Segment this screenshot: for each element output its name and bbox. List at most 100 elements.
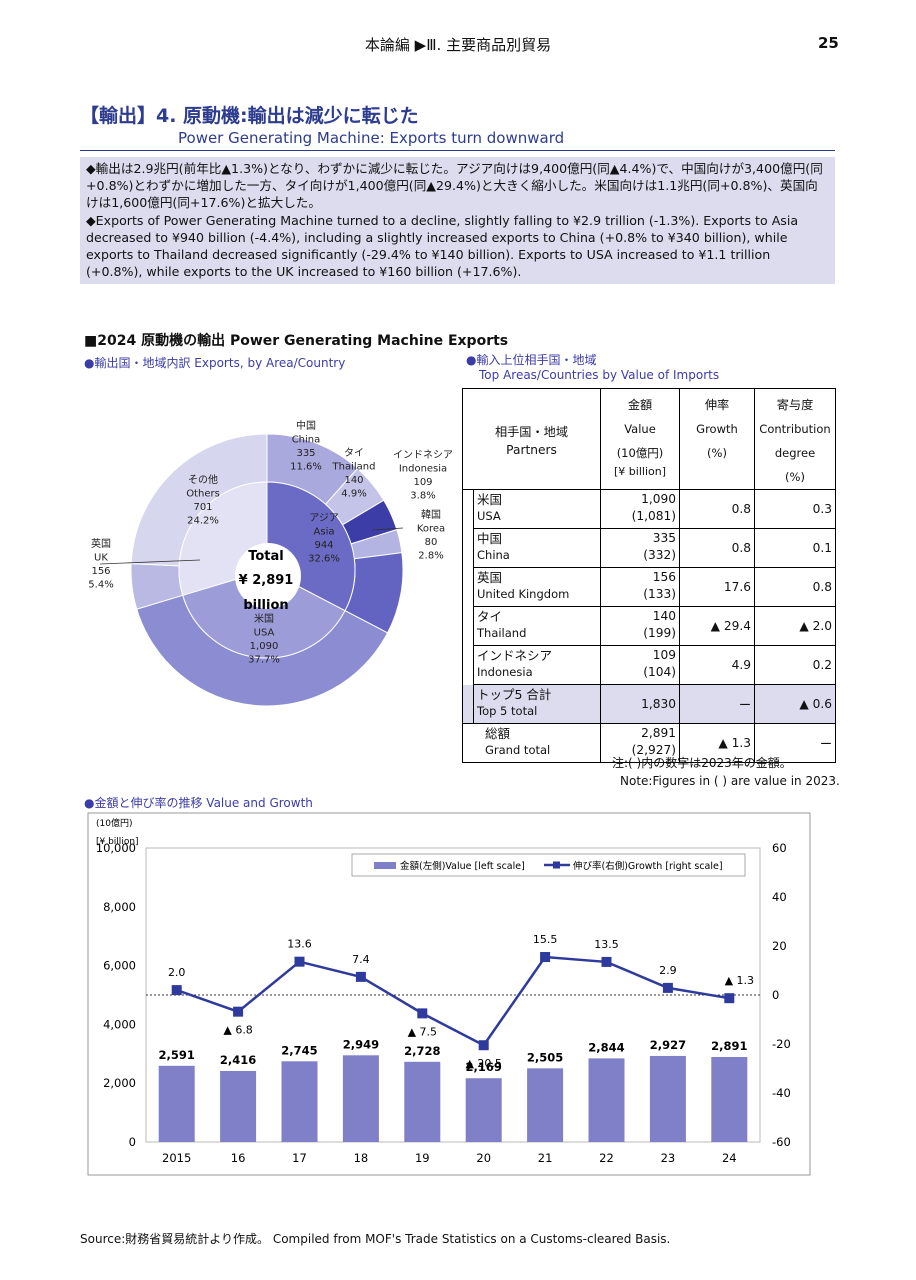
row-value-2024: 140 <box>652 609 676 623</box>
chart-label: ●金額と伸び率の推移 Value and Growth <box>84 796 313 810</box>
row-growth: 4.9 <box>679 645 755 685</box>
chart-frame <box>87 812 811 1176</box>
row-contrib: 0.2 <box>754 645 836 685</box>
row-value-2023: (199) <box>643 626 676 640</box>
yleft-tick-label: 6,000 <box>103 959 136 973</box>
row-contrib: ー <box>754 723 836 763</box>
header-partner-jp: 相手国・地域 <box>494 425 569 439</box>
growth-point <box>233 1006 244 1017</box>
pie-label-usa: 37.7% <box>248 655 280 666</box>
row-partner-jp: 中国 <box>477 531 503 546</box>
partners-table: 相手国・地域 Partners 金額 Value (10億円) [¥ billi… <box>462 388 836 763</box>
pie-label-indonesia: 3.8% <box>410 491 435 502</box>
pie-label-korea: Korea <box>417 524 445 535</box>
row-contrib: ▲ 0.6 <box>754 684 836 724</box>
header-contrib: 寄与度 Contribution degree (%) <box>754 388 836 490</box>
table-indent <box>462 528 474 568</box>
value-bar-label: 2,891 <box>711 1039 747 1053</box>
pie-center-label: Total <box>248 549 284 564</box>
row-value-2024: 109 <box>652 648 676 662</box>
pie-label-korea: 韓国 <box>421 509 441 521</box>
table-header-row: 相手国・地域 Partners 金額 Value (10億円) [¥ billi… <box>462 388 836 490</box>
pie-label-thailand: 140 <box>344 475 363 486</box>
pie-label-uk: 5.4% <box>88 580 113 591</box>
row-partner-jp: トップ5 合計 <box>477 687 552 702</box>
row-partner: 中国 China <box>473 528 601 568</box>
value-bar-label: 2,927 <box>650 1038 686 1052</box>
x-tick-label: 18 <box>354 1151 369 1165</box>
pie-label-korea: 2.8% <box>418 551 443 562</box>
header-growth-en: Growth <box>696 422 738 436</box>
row-value: 335 (332) <box>600 528 680 568</box>
value-growth-chart: (10億円) [¥ billion] 0 2,000 4,000 6,000 8,000 10… <box>87 812 811 1176</box>
pie-label-usa: 米国 <box>254 612 274 625</box>
row-value-2024: 1,090 <box>641 492 676 506</box>
yright-tick-label: 20 <box>772 939 787 953</box>
growth-line <box>176 955 730 1047</box>
table-row-top5: トップ5 合計 Top 5 total 1,830 ー ▲ 0.6 <box>462 684 836 724</box>
growth-label: 7.4 <box>352 953 370 966</box>
x-tick-label: 20 <box>476 1151 491 1165</box>
row-partner: タイ Thailand <box>473 606 601 646</box>
row-value-2024: 2,891 <box>641 726 676 740</box>
legend-bar-swatch <box>374 862 396 869</box>
table-note-en: Note:Figures in ( ) are value in 2023. <box>620 774 840 788</box>
value-bar-label: 2,505 <box>527 1050 563 1064</box>
header-value-jp: 金額 <box>627 398 653 412</box>
pie-label-asia: 32.6% <box>308 554 340 565</box>
legend-bar-label: 金額(左側)Value [left scale] <box>400 860 525 872</box>
pie-label-china: 335 <box>296 448 315 459</box>
x-tick-label: 16 <box>231 1151 246 1165</box>
legend-line-marker <box>553 861 560 869</box>
yleft-unit-en: [¥ billion] <box>96 837 139 847</box>
yleft-tick-label: 10,000 <box>96 841 136 855</box>
pie-label-indonesia: インドネシア <box>393 449 453 461</box>
value-bar <box>404 1061 441 1142</box>
table-row-thailand: タイ Thailand 140 (199) ▲ 29.4 ▲ 2.0 <box>462 606 836 646</box>
growth-point <box>724 993 735 1004</box>
pie-label-indonesia: Indonesia <box>399 464 447 475</box>
row-growth: 17.6 <box>679 567 755 607</box>
row-partner-jp: 英国 <box>477 570 503 585</box>
pie-inner-slice <box>182 569 346 659</box>
table-label-en: Top Areas/Countries by Value of Imports <box>479 368 720 382</box>
header-partner-en: Partners <box>506 443 557 457</box>
pie-label-thailand: 4.9% <box>341 489 366 500</box>
pie-label-indonesia: 109 <box>413 477 432 488</box>
table-indent <box>462 567 474 607</box>
table-row-total: 総額 Grand total 2,891 (2,927) ▲ 1.3 ー <box>462 723 836 763</box>
value-bar <box>711 1057 748 1142</box>
growth-point <box>601 956 612 967</box>
value-bar-label: 2,591 <box>159 1048 195 1062</box>
yright-tick-label: -20 <box>772 1037 791 1051</box>
table-indent <box>462 606 474 646</box>
row-partner-en: Top 5 total <box>477 704 538 718</box>
growth-point <box>294 956 305 967</box>
row-value-2023: (1,081) <box>631 509 676 523</box>
header-contrib-jp: 寄与度 <box>776 398 814 412</box>
header-growth: 伸率 Growth (%) <box>679 388 755 490</box>
value-bar <box>588 1058 625 1142</box>
row-contrib: ▲ 2.0 <box>754 606 836 646</box>
header-value-unit-en: [¥ billion] <box>614 465 666 478</box>
header-value: 金額 Value (10億円) [¥ billion] <box>600 388 680 490</box>
header-partner: 相手国・地域 Partners <box>462 388 601 490</box>
value-bar <box>465 1078 502 1142</box>
pie-label-thailand: Thailand <box>332 462 376 473</box>
header-value-unit: (10億円) <box>616 446 664 460</box>
value-bar-label: 2,728 <box>404 1044 440 1058</box>
legend-line-label: 伸び率(右側)Growth [right scale] <box>573 860 723 872</box>
yright-tick-label: -60 <box>772 1135 791 1149</box>
row-partner: トップ5 合計 Top 5 total <box>473 684 601 724</box>
pie-label-china: 11.6% <box>290 462 322 473</box>
table-row-usa: 米国 USA 1,090 (1,081) 0.8 0.3 <box>462 489 836 529</box>
summary-jp: ◆輸出は2.9兆円(前年比▲1.3%)となり、わずかに減少に転じた。アジア向けは… <box>86 161 823 211</box>
table-row-china: 中国 China 335 (332) 0.8 0.1 <box>462 528 836 568</box>
page-title: 【輸出】4. 原動機:輸出は減少に転じた <box>80 105 419 127</box>
growth-point <box>417 1008 428 1019</box>
x-tick-label: 19 <box>415 1151 430 1165</box>
row-partner-jp: タイ <box>477 609 503 624</box>
row-partner-en: China <box>477 548 510 562</box>
growth-label: ▲ 20.5 <box>465 1057 501 1070</box>
yleft-tick-label: 8,000 <box>103 900 136 914</box>
